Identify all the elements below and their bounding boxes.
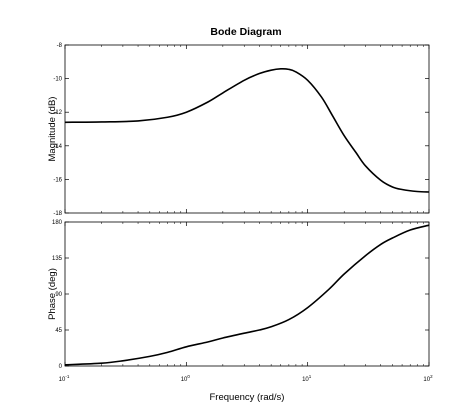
y-tick-label: 0 [59,364,63,370]
y-tick-label: 180 [52,220,63,226]
y-tick-label: -8 [57,43,63,49]
y-tick-label: 45 [55,328,62,334]
y-tick-label: -10 [53,77,62,83]
phase-axis-ticks: 0 45 90 135 180 [52,220,429,370]
x-tick-label: 10-1 [59,374,70,383]
x-tick-exponent: 0 [187,374,190,379]
x-tick-label: 100 [181,374,191,383]
magnitude-series-line [64,68,430,193]
y-tick-label: -16 [53,177,62,183]
x-tick-label: 101 [302,374,312,383]
magnitude-plot-frame [64,44,430,214]
magnitude-axis-label: Magnitude (dB) [47,97,58,162]
y-tick-label: 135 [52,256,63,262]
phase-series-line [64,224,430,366]
y-tick-label: -14 [53,144,62,150]
y-tick-label: -18 [53,211,62,217]
y-tick-label: -12 [53,110,62,116]
x-tick-exponent: -1 [65,374,69,379]
magnitude-axis-ticks: -18 -16 -14 -12 -10 -8 [53,43,429,217]
frequency-axis-label: Frequency (rad/s) [210,392,285,403]
x-tick-label: 102 [423,374,433,383]
phase-axis-label: Phase (deg) [47,268,58,320]
x-tick-exponent: 1 [309,374,312,379]
x-tick-exponent: 2 [430,374,433,379]
chart-title: Bode Diagram [210,26,281,38]
phase-plot-frame [64,221,430,367]
y-tick-label: 90 [55,292,62,298]
